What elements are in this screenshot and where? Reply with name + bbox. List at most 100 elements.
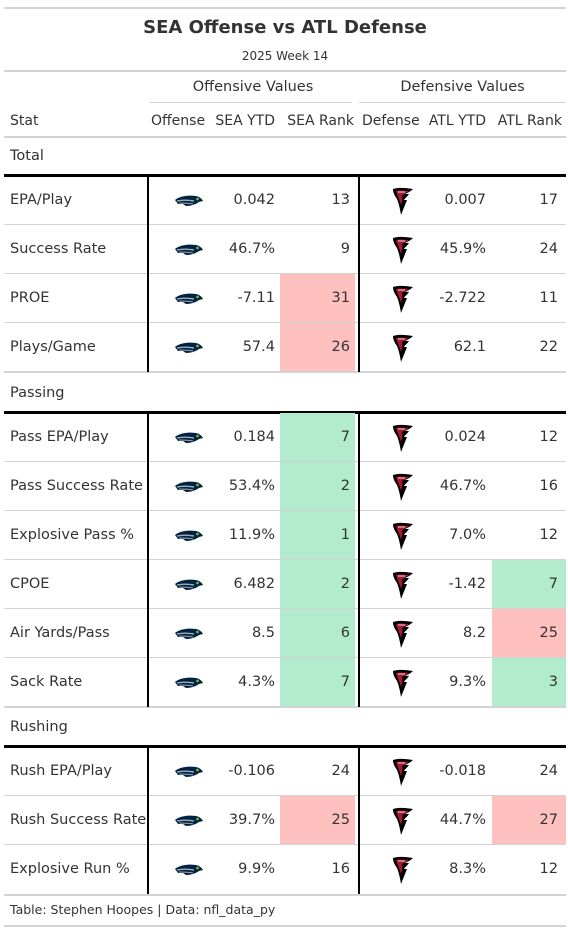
offense-column-border (147, 747, 149, 894)
colhead-defense: Defense (362, 113, 420, 129)
falcons-logo-icon (390, 619, 416, 653)
falcons-logo-icon (390, 855, 416, 889)
atl-rank-value: 12 (539, 527, 558, 543)
seahawks-logo-icon (174, 626, 204, 645)
stat-label: Success Rate (10, 241, 107, 257)
sea-rank-shade (280, 796, 355, 845)
sea-ytd-value: 46.7% (228, 241, 275, 257)
stat-label: Air Yards/Pass (10, 625, 110, 641)
colhead-sea-ytd: SEA YTD (215, 113, 275, 129)
row-divider (4, 510, 566, 511)
atl-rank-value: 24 (539, 241, 558, 257)
group-label: Rushing (10, 719, 68, 735)
row-divider (4, 273, 566, 274)
atl-rank-value: 17 (539, 192, 558, 208)
table-subtitle: 2025 Week 14 (241, 49, 329, 63)
sea-ytd-value: 39.7% (228, 812, 275, 828)
sea-rank-value: 16 (331, 861, 350, 877)
falcons-logo-icon (390, 668, 416, 702)
sea-rank-shade (280, 658, 355, 707)
falcons-logo-icon (390, 423, 416, 457)
sea-rank-shade (280, 413, 355, 462)
stat-label: Pass EPA/Play (10, 429, 109, 445)
sea-rank-shade (280, 560, 355, 609)
sea-ytd-value: 6.482 (233, 576, 275, 592)
sea-ytd-value: 4.3% (238, 674, 275, 690)
stat-label: Plays/Game (10, 339, 96, 355)
group-divider (4, 174, 566, 177)
sea-rank-shade (280, 511, 355, 560)
atl-rank-value: 25 (539, 625, 558, 641)
stat-label: Explosive Pass % (10, 527, 135, 543)
falcons-logo-icon (390, 186, 416, 220)
sea-ytd-value: -0.106 (228, 763, 275, 779)
sea-rank-value: 26 (331, 339, 350, 355)
atl-rank-value: 11 (539, 290, 558, 306)
defense-column-border (358, 176, 360, 372)
row-divider (4, 461, 566, 462)
atl-rank-shade (492, 796, 566, 845)
sea-ytd-value: 8.5 (251, 625, 275, 641)
table-row: Pass EPA/Play 0.184 7 0.024 12 (4, 413, 566, 462)
stat-label: Explosive Run % (10, 861, 130, 877)
sea-rank-value: 25 (331, 812, 350, 828)
sea-ytd-value: -7.11 (237, 290, 275, 306)
table-row: PROE -7.11 31 -2.722 11 (4, 274, 566, 323)
row-divider (4, 844, 566, 845)
table-row: EPA/Play 0.042 13 0.007 17 (4, 176, 566, 225)
table-title: SEA Offense vs ATL Defense (143, 17, 427, 38)
group-divider (4, 411, 566, 414)
seahawks-logo-icon (174, 291, 204, 310)
atl-ytd-value: 7.0% (449, 527, 486, 543)
atl-ytd-value: 46.7% (439, 478, 486, 494)
stat-label: Rush Success Rate (10, 812, 147, 828)
falcons-logo-icon (390, 521, 416, 555)
table-row: Plays/Game 57.4 26 62.1 22 (4, 323, 566, 372)
atl-rank-value: 12 (539, 429, 558, 445)
colhead-offense: Offense (151, 113, 206, 129)
group-label: Total (10, 148, 44, 164)
atl-rank-value: 12 (539, 861, 558, 877)
stat-label: Rush EPA/Play (10, 763, 112, 779)
table-row: Rush Success Rate 39.7% 25 44.7% 27 (4, 796, 566, 845)
table-row: Air Yards/Pass 8.5 6 8.2 25 (4, 609, 566, 658)
atl-rank-value: 27 (539, 812, 558, 828)
seahawks-logo-icon (174, 675, 204, 694)
row-divider (4, 322, 566, 323)
atl-ytd-value: 8.3% (449, 861, 486, 877)
seahawks-logo-icon (174, 193, 204, 212)
group-divider (4, 745, 566, 748)
colhead-sea-rank: SEA Rank (287, 113, 354, 129)
falcons-logo-icon (390, 472, 416, 506)
falcons-logo-icon (390, 333, 416, 367)
spanner-offense-underline (150, 102, 352, 103)
sea-rank-value: 13 (331, 192, 350, 208)
atl-rank-value: 3 (548, 674, 558, 690)
atl-ytd-value: -0.018 (439, 763, 486, 779)
sea-rank-value: 2 (340, 576, 350, 592)
table-row: Success Rate 46.7% 9 45.9% 24 (4, 225, 566, 274)
colhead-atl-ytd: ATL YTD (428, 113, 486, 129)
atl-rank-value: 22 (539, 339, 558, 355)
atl-rank-value: 16 (539, 478, 558, 494)
sea-rank-value: 6 (340, 625, 350, 641)
sea-rank-value: 7 (340, 674, 350, 690)
table-source-note: Table: Stephen Hoopes | Data: nfl_data_p… (10, 902, 276, 917)
defense-column-border (358, 413, 360, 707)
bottom-border (4, 925, 566, 927)
table-row: Pass Success Rate 53.4% 2 46.7% 16 (4, 462, 566, 511)
row-divider (4, 795, 566, 796)
sea-ytd-value: 11.9% (228, 527, 275, 543)
sea-ytd-value: 0.184 (233, 429, 275, 445)
sea-ytd-value: 53.4% (228, 478, 275, 494)
group-bottom-divider (4, 706, 566, 708)
seahawks-logo-icon (174, 862, 204, 881)
top-border (4, 7, 566, 9)
falcons-logo-icon (390, 757, 416, 791)
sea-ytd-value: 9.9% (238, 861, 275, 877)
table-row: Explosive Pass % 11.9% 1 7.0% 12 (4, 511, 566, 560)
stat-label: EPA/Play (10, 192, 73, 208)
sea-rank-value: 24 (331, 763, 350, 779)
atl-ytd-value: 45.9% (439, 241, 486, 257)
atl-rank-shade (492, 658, 566, 707)
